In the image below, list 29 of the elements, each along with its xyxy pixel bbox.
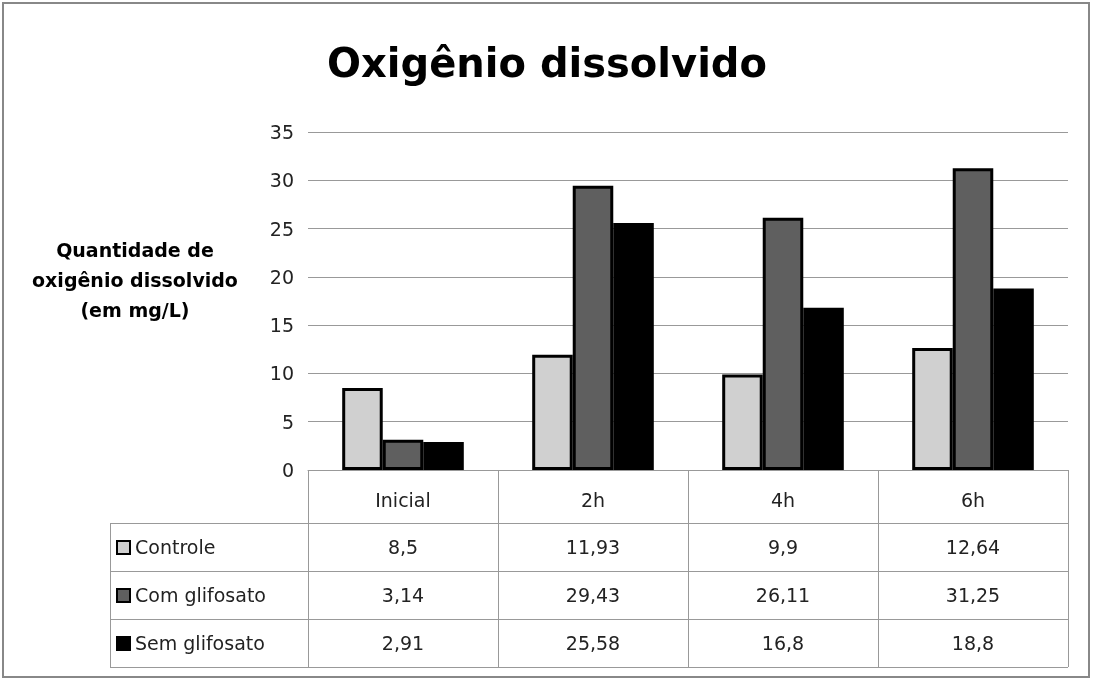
data-label: 11,93 (565, 536, 621, 558)
legend-label: Sem glifosato (134, 632, 265, 654)
data-label: 8,5 (387, 536, 419, 558)
y-tick-label: 10 (269, 362, 294, 385)
data-label: 2,91 (381, 632, 425, 654)
y-tick-label: 35 (269, 121, 294, 143)
data-label: 9,9 (767, 536, 799, 558)
x-tick-label: 6h (960, 488, 986, 511)
data-label: 29,43 (565, 584, 621, 606)
y-tick-label: 25 (269, 217, 294, 240)
data-label: 18,8 (951, 632, 995, 654)
chart-title: Oxigênio dissolvido (326, 40, 768, 86)
data-label: 3,14 (381, 584, 425, 606)
y-tick-label: 5 (281, 410, 294, 433)
x-tick-label: 4h (770, 488, 796, 511)
x-tick-label: 2h (580, 488, 606, 511)
data-label: 16,8 (761, 632, 805, 654)
data-label: 25,58 (565, 632, 621, 654)
y-tick-label: 0 (281, 459, 294, 481)
y-axis-title: Quantidade de oxigênio dissolvido (em mg/L) (31, 238, 239, 323)
data-label: 31,25 (945, 584, 1001, 606)
data-label: 12,64 (945, 536, 1001, 558)
data-label: 26,11 (755, 584, 811, 606)
y-tick-label: 20 (269, 265, 294, 288)
legend-label: Com glifosato (134, 584, 266, 606)
x-tick-label: Inicial (375, 488, 431, 511)
y-tick-label: 15 (269, 314, 294, 337)
legend-label: Controle (134, 536, 216, 558)
y-tick-label: 30 (269, 169, 294, 192)
